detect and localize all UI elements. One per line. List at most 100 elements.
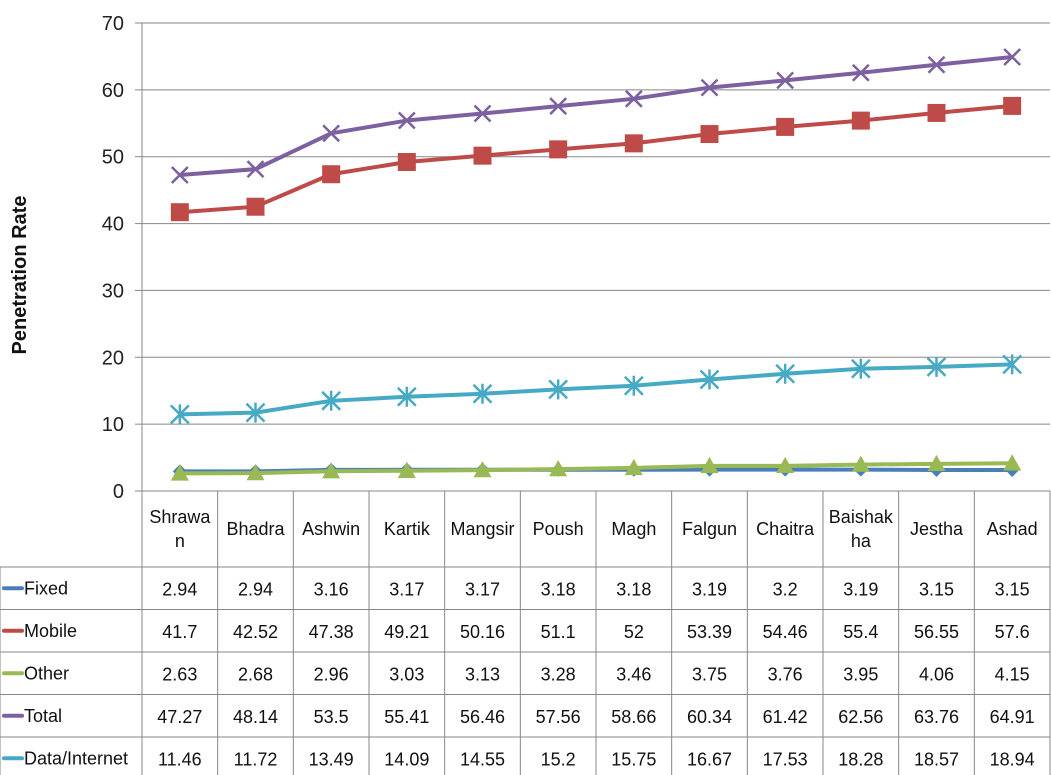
y-tick-label: 60 [102,80,124,102]
legend-series-name: Data/Internet [24,748,128,768]
data-table-cell: 3.17 [389,579,424,599]
data-point [699,369,720,390]
data-point [473,461,492,478]
data-table-cell: 3.03 [389,664,424,684]
y-tick-label: 30 [102,280,124,302]
data-table-cell: 3.18 [541,579,576,599]
data-point [170,203,189,222]
legend-series-name: Fixed [24,578,68,598]
data-point [549,140,568,159]
data-point [927,55,946,74]
data-point [169,404,190,425]
data-table-cell: 47.27 [157,707,202,727]
data-table-cell: 54.46 [763,622,808,642]
data-table-cell: 14.55 [460,749,505,769]
data-point [623,375,644,396]
data-point [776,117,795,136]
data-point [322,165,341,184]
x-category-label: Baishak [829,507,894,527]
data-point [700,78,719,97]
data-table-cell: 3.2 [773,579,798,599]
data-table-cell: 64.91 [990,707,1035,727]
data-table-cell: 4.06 [919,664,954,684]
data-table-cell: 60.34 [687,707,732,727]
data-table-cell: 11.72 [234,749,278,769]
data-point [397,111,416,130]
data-point [246,464,265,481]
gridlines [142,22,1050,425]
data-point [776,456,795,474]
x-category-label: ha [851,531,872,551]
data-point [851,63,870,82]
data-table-cell: 3.46 [616,664,651,684]
data-table-cell: 56.46 [460,707,505,727]
x-category-label: Falgun [682,519,737,539]
data-table-cell: 41.7 [162,622,197,642]
data-point [548,379,569,400]
data-table-cell: 56.55 [914,622,959,642]
data-point [549,97,568,116]
data-table-cell: 48.14 [233,707,278,727]
series-line [179,461,1013,476]
data-table: Shrawa n Bhadra Ashwin Kartik Mangsir Poush Mag… [0,490,1051,775]
data-table-cell: 18.94 [990,749,1035,769]
data-point [850,358,871,379]
data-table-cell: 3.16 [314,579,349,599]
data-point [170,464,189,481]
x-category-label: Mangsir [450,519,514,539]
data-point [624,134,643,153]
y-tick-label: 70 [102,13,124,35]
y-axis: 0 10 20 30 40 50 60 70 [102,13,143,503]
data-table-cell: 52 [624,622,644,642]
data-table-cell: 57.6 [995,622,1030,642]
data-table-cell: 55.4 [843,622,878,642]
y-tick-label: 40 [102,214,124,236]
y-tick-label: 50 [102,147,124,169]
data-table-cell: 3.75 [692,664,727,684]
data-table-cell: 16.67 [687,749,732,769]
x-category-label: Poush [533,519,584,539]
data-table-cell: 51.1 [541,622,576,642]
series-total [170,48,1022,184]
data-table-cell: 2.94 [162,579,197,599]
x-category-label: Bhadra [226,519,285,539]
data-table-cell: 3.28 [541,664,576,684]
data-table-cell: 3.15 [919,579,954,599]
data-table-cell: 15.2 [541,749,576,769]
y-tick-label: 0 [113,481,124,503]
x-category-label: Ashad [987,519,1038,539]
data-point [473,104,492,123]
data-table-cell: 2.68 [238,664,273,684]
data-point [851,111,870,130]
data-point [245,402,266,423]
data-table-cell: 14.09 [384,749,429,769]
data-table-cell: 62.56 [838,707,883,727]
data-table-cell: 53.5 [314,707,349,727]
series-line [179,55,1013,177]
data-table-cell: 18.28 [838,749,883,769]
data-point [1003,48,1022,66]
data-table-cell: 3.13 [465,664,500,684]
data-point [397,152,416,171]
legend-series-name: Mobile [24,621,77,641]
data-table-cell: 17.53 [763,749,808,769]
data-table-cell: 49.21 [384,622,429,642]
series-lines [169,48,1023,481]
data-table-cell: 3.19 [692,579,727,599]
series-data-internet [169,354,1023,425]
data-point [926,356,947,377]
x-category-label: Jestha [910,519,964,539]
data-table-cell: 58.66 [611,707,656,727]
data-point [1003,454,1022,471]
x-category-label: n [175,531,185,551]
data-point [472,383,493,404]
data-point [700,456,719,474]
y-tick-label: 20 [102,347,124,369]
data-table-cell: 57.56 [536,707,581,727]
data-point [775,363,796,384]
data-point [246,197,265,216]
legend-series-name: Other [24,663,69,683]
x-category-label: Kartik [384,519,431,539]
data-table-cell: 61.42 [763,707,808,727]
